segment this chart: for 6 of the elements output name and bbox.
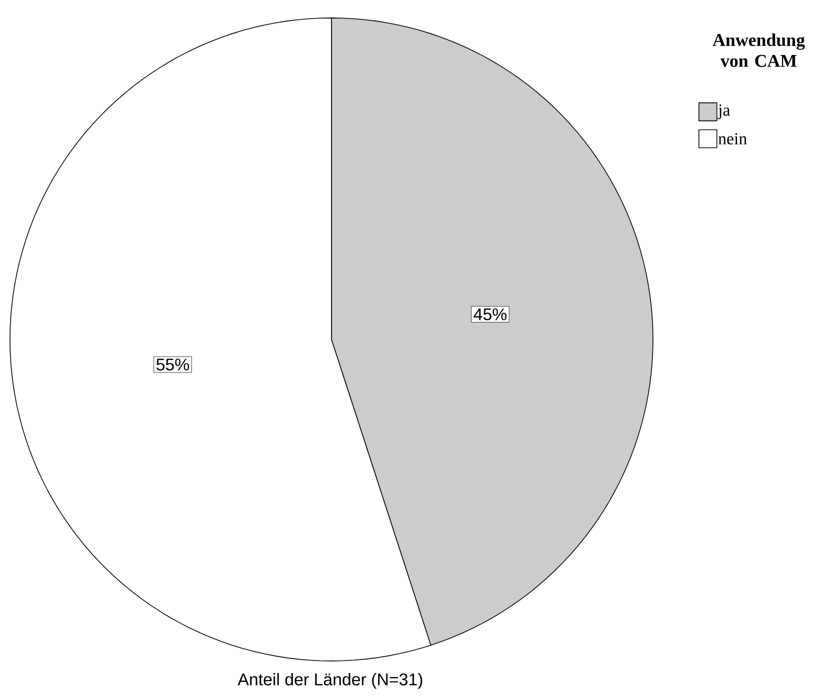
data-label: 55% [156,358,190,371]
legend-title: Anwendung von CAM [712,34,805,67]
legend-label: ja [718,104,730,120]
legend-label: nein [718,133,747,145]
text: Anteil der Länder (N=31) [238,673,422,689]
data-label: 45% [474,308,507,320]
